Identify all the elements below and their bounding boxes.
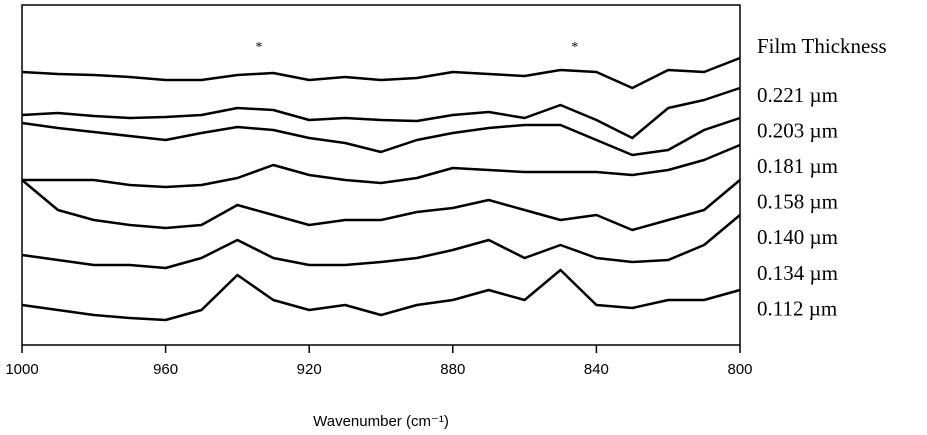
- x-tick-label: 1000: [5, 361, 38, 378]
- legend-label: 0.140 µm: [757, 225, 838, 249]
- spectrum-line: [21, 86, 741, 140]
- spectrum-line: [21, 268, 741, 322]
- legend-label: 0.158 µm: [757, 190, 838, 214]
- legend-label: 0.134 µm: [757, 261, 838, 285]
- plot-frame: [21, 4, 741, 346]
- spectrum-line: [21, 56, 741, 90]
- x-tick-label: 920: [297, 361, 322, 378]
- legend-label: 0.203 µm: [757, 118, 838, 142]
- legend-label: 0.112 µm: [757, 296, 837, 320]
- spectrum-line: [22, 143, 741, 189]
- spectrum-line: [21, 214, 741, 270]
- x-axis-label: Wavenumber (cm⁻¹): [313, 413, 449, 430]
- x-tick-label: 840: [584, 361, 609, 378]
- spectrum-line: [21, 116, 741, 157]
- x-tick-label: 880: [440, 361, 465, 378]
- legend-label: 0.221 µm: [757, 83, 838, 107]
- annotation: *: [255, 40, 262, 55]
- annotation: *: [571, 40, 578, 55]
- x-tick-label: 960: [153, 361, 178, 378]
- x-tick-label: 800: [727, 361, 752, 378]
- legend-label: 0.181 µm: [757, 154, 838, 178]
- spectrum-line: [21, 179, 741, 232]
- legend-title: Film Thickness: [757, 34, 887, 58]
